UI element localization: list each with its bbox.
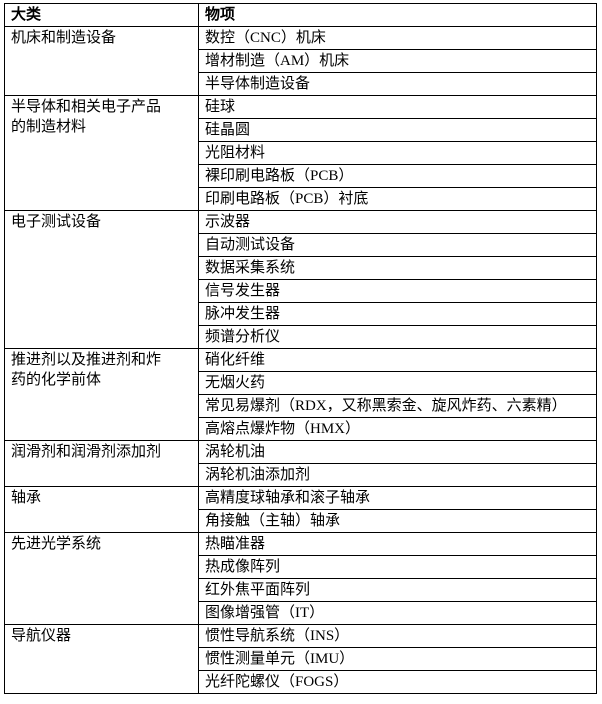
table-row: 无烟火药: [5, 371, 597, 395]
item-cell: 硅晶圆: [198, 118, 597, 142]
item-cell: 裸印刷电路板（PCB）: [198, 164, 597, 188]
category-cell: 机床和制造设备: [4, 26, 199, 96]
table-row: 数据采集系统: [5, 256, 597, 280]
item-cell: 硅球: [198, 95, 597, 119]
item-cell: 半导体制造设备: [198, 72, 597, 96]
item-cell: 数控（CNC）机床: [198, 26, 597, 50]
table-row: 轴承 高精度球轴承和滚子轴承: [4, 486, 597, 533]
item-cell: 常见易爆剂（RDX，又称黑索金、旋风炸药、六素精）: [198, 394, 597, 418]
item-cell: 角接触（主轴）轴承: [198, 509, 597, 533]
item-cell: 涡轮机油: [198, 440, 597, 464]
item-cell: 硝化纤维: [198, 348, 597, 372]
item-cell: 增材制造（AM）机床: [198, 49, 597, 73]
category-cell: 先进光学系统: [4, 532, 199, 625]
item-cell: 脉冲发生器: [198, 302, 597, 326]
item-cell: 示波器: [198, 210, 597, 234]
category-cell: 半导体和相关电子产品的制造材料: [4, 95, 199, 211]
table-row: 常见易爆剂（RDX，又称黑索金、旋风炸药、六素精）: [5, 394, 597, 418]
table-row: 导航仪器 惯性导航系统（INS）: [4, 624, 597, 694]
table-row: 半导体和相关电子产品的制造材料 硅球: [4, 95, 597, 211]
item-cell: 光纤陀螺仪（FOGS）: [198, 670, 597, 694]
category-cell: 润滑剂和润滑剂添加剂: [4, 440, 199, 487]
item-cell: 信号发生器: [198, 279, 597, 303]
item-cell: 数据采集系统: [198, 256, 597, 280]
table-row: 先进光学系统 热瞄准器: [4, 532, 597, 625]
category-cell: 电子测试设备: [4, 210, 199, 349]
item-cell: 红外焦平面阵列: [198, 578, 597, 602]
category-cell: 轴承: [4, 486, 199, 533]
table-row: 润滑剂和润滑剂添加剂 涡轮机油: [4, 440, 597, 487]
header-row: 大类 物项: [4, 3, 597, 27]
table-row: 高熔点爆炸物（HMX）: [5, 417, 597, 441]
item-cell: 印刷电路板（PCB）衬底: [198, 187, 597, 211]
table-row: 惯性测量单元（IMU）: [5, 647, 597, 671]
table-row: 光阻材料: [5, 141, 597, 165]
table-row: 热成像阵列: [5, 555, 597, 579]
table-row: 印刷电路板（PCB）衬底: [5, 187, 597, 211]
item-cell: 惯性测量单元（IMU）: [198, 647, 597, 671]
item-cell: 热瞄准器: [198, 532, 597, 556]
category-cell: 导航仪器: [4, 624, 199, 694]
item-cell: 高精度球轴承和滚子轴承: [198, 486, 597, 510]
table-row: 推进剂以及推进剂和炸药的化学前体 硝化纤维: [4, 348, 597, 441]
item-cell: 自动测试设备: [198, 233, 597, 257]
item-cell: 高熔点爆炸物（HMX）: [198, 417, 597, 441]
table-row: 半导体制造设备: [5, 72, 597, 96]
column-header-category: 大类: [4, 3, 199, 27]
item-cell: 涡轮机油添加剂: [198, 463, 597, 487]
table-row: 增材制造（AM）机床: [5, 49, 597, 73]
table-row: 频谱分析仪: [5, 325, 597, 349]
item-cell: 图像增强管（IT）: [198, 601, 597, 625]
item-cell: 惯性导航系统（INS）: [198, 624, 597, 648]
table-body: 机床和制造设备 数控（CNC）机床 增材制造（AM）机床 半导体制造设备 半导体和相关电…: [4, 26, 597, 694]
item-cell: 热成像阵列: [198, 555, 597, 579]
table-row: 光纤陀螺仪（FOGS）: [5, 670, 597, 694]
category-items-table: 大类 物项 机床和制造设备 数控（CNC）机床 增材制造（AM）机床 半导体制造设备半…: [4, 3, 597, 694]
item-cell: 频谱分析仪: [198, 325, 597, 349]
table-row: 角接触（主轴）轴承: [5, 509, 597, 533]
table-row: 机床和制造设备 数控（CNC）机床: [4, 26, 597, 96]
item-cell: 无烟火药: [198, 371, 597, 395]
column-header-item: 物项: [198, 3, 597, 27]
table-row: 脉冲发生器: [5, 302, 597, 326]
category-cell: 推进剂以及推进剂和炸药的化学前体: [4, 348, 199, 441]
item-cell: 光阻材料: [198, 141, 597, 165]
table-row: 电子测试设备 示波器: [4, 210, 597, 349]
table-row: 涡轮机油添加剂: [5, 463, 597, 487]
table-row: 自动测试设备: [5, 233, 597, 257]
table-row: 信号发生器: [5, 279, 597, 303]
